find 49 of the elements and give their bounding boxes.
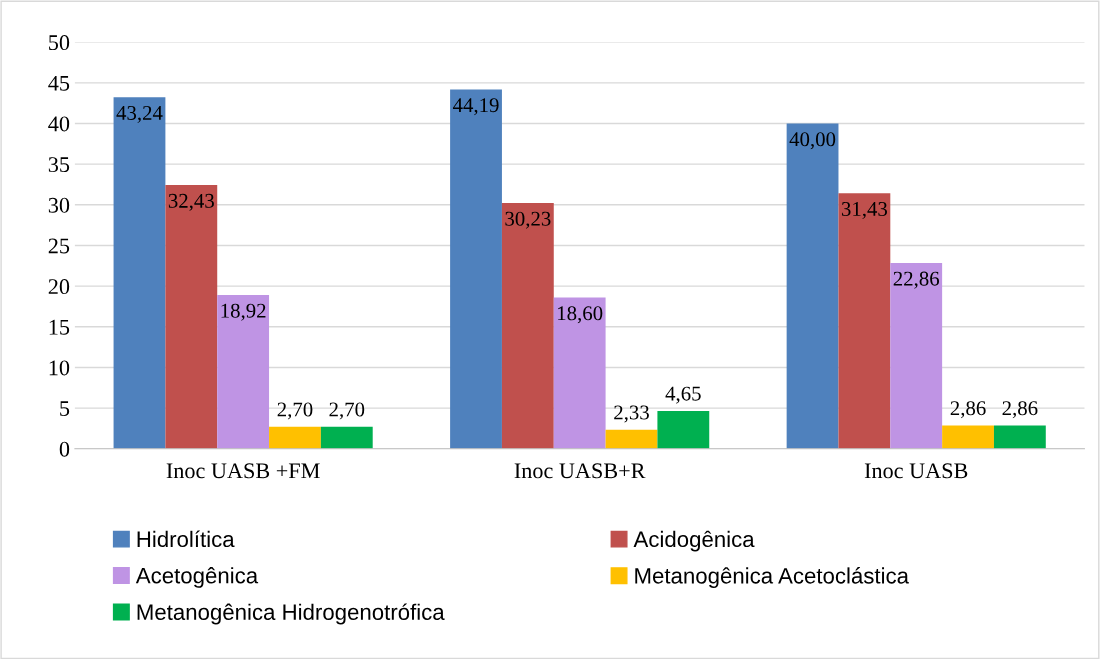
bar: [269, 426, 321, 449]
legend-label: Acetogênica: [135, 567, 259, 588]
data-label: 18,60: [558, 306, 603, 324]
data-label: 31,43: [841, 201, 888, 219]
y-tick-label: 40: [48, 116, 70, 132]
x-tick-label: Inoc UASB+R: [514, 463, 646, 479]
data-label: 30,23: [505, 211, 551, 229]
data-label: 2,70: [277, 402, 313, 420]
bar: [113, 97, 166, 449]
bar: [993, 425, 1046, 449]
data-label: 44,19: [452, 98, 499, 116]
x-tick-label: Inoc UASB: [864, 463, 968, 479]
y-tick-label: 50: [49, 35, 70, 51]
legend-label: Acidogênica: [633, 530, 755, 552]
bar: [838, 193, 891, 449]
data-label: 2,33: [614, 405, 649, 423]
y-tick-label: 30: [48, 197, 70, 213]
bar: [450, 89, 502, 449]
bar: [165, 185, 218, 449]
data-label: 40,00: [789, 132, 836, 150]
bar: [553, 297, 606, 449]
y-tick-label: 20: [48, 279, 70, 295]
bar: [786, 123, 839, 449]
legend-label: Metanogênica Hidrogenotrófica: [137, 603, 445, 625]
bar: [605, 429, 658, 449]
legend-label: Hidrolítica: [137, 530, 235, 548]
bar: [890, 262, 943, 449]
data-label: 22,86: [893, 271, 940, 289]
y-tick-label: 15: [49, 319, 70, 335]
y-tick-label: 25: [48, 238, 70, 254]
y-tick-label: 35: [48, 157, 70, 173]
data-label: 43,24: [116, 105, 163, 123]
y-tick-label: 10: [49, 360, 70, 376]
bar: [501, 202, 554, 449]
legend-label: Metanogênica Acetoclástica: [635, 567, 909, 589]
data-label: 2,86: [1002, 401, 1038, 419]
y-tick-label: 0: [59, 441, 70, 457]
data-label: 2,70: [329, 402, 365, 420]
x-tick-label: Inoc UASB +FM: [166, 463, 320, 479]
data-label: 18,92: [221, 303, 266, 321]
y-tick-label: 45: [48, 75, 70, 91]
data-label: 2,86: [950, 401, 986, 419]
data-label: 4,65: [665, 386, 701, 404]
y-tick-label: 5: [60, 401, 70, 417]
bar: [942, 425, 994, 449]
bar: [217, 294, 270, 449]
bar: [657, 410, 710, 449]
data-label: 32,43: [168, 193, 214, 211]
bar: [320, 426, 373, 449]
